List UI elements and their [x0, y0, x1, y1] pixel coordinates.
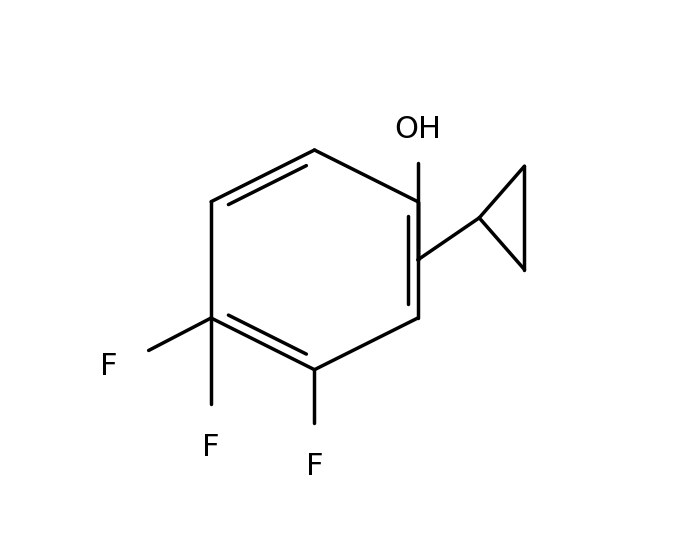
Text: OH: OH — [394, 115, 441, 144]
Text: F: F — [100, 352, 118, 381]
Text: F: F — [306, 452, 323, 481]
Text: F: F — [202, 433, 220, 461]
